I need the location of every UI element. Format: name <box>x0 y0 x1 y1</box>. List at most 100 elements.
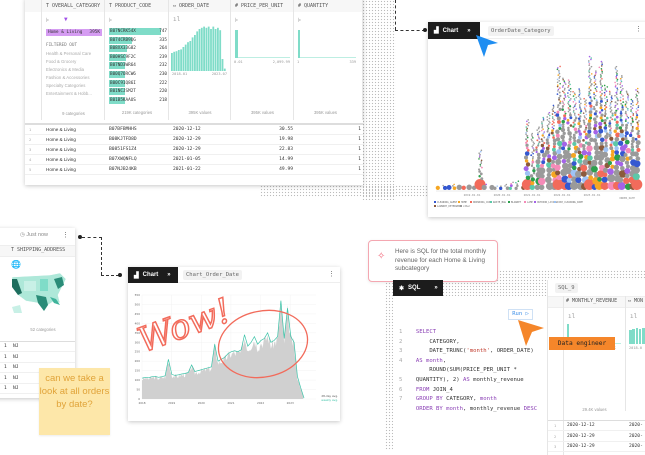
run-button[interactable]: Run ▷ <box>508 309 533 320</box>
table-row[interactable]: 1 NJ <box>0 342 75 352</box>
bubble-mark <box>479 172 483 176</box>
filtered-category[interactable]: Specialty Categories <box>46 83 86 88</box>
legend-item[interactable]: HOME <box>458 201 467 204</box>
table-row[interactable]: 2 2020-12-29 2020- <box>548 432 645 442</box>
bubble-mark <box>541 122 543 125</box>
product-bar[interactable]: B01B5KAAUS 218 <box>109 96 167 104</box>
table-row[interactable]: 4 Home & Living B07XWQNFLQ 2021-01-05 14.99 1 <box>25 155 363 165</box>
sort-icon[interactable]: ⊧ <box>235 17 239 24</box>
legend-item[interactable]: BLANKET <box>508 201 522 204</box>
product-bar[interactable]: B07ND3WR64 232 <box>109 62 167 70</box>
column-header[interactable]: T PRODUCT_CODE <box>105 0 169 12</box>
table-row[interactable]: 1 NJ <box>0 353 75 363</box>
legend-item[interactable]: LAMP <box>524 201 533 204</box>
table-cell: 19.98 <box>279 137 293 142</box>
bubble-mark <box>573 119 577 122</box>
product-bar[interactable]: B00HSC9F2C 239 <box>109 53 167 61</box>
product-bar[interactable]: B08XX33G82 264 <box>109 45 167 53</box>
sort-icon[interactable]: ⊧ <box>298 17 302 24</box>
legend-item[interactable]: OUTDOOR_LIVING <box>534 201 558 204</box>
legend-item[interactable]: other <box>460 205 471 208</box>
product-bar[interactable]: B074CRB9QG 335 <box>109 36 167 44</box>
expand-icon[interactable]: » <box>467 27 471 34</box>
product-bar[interactable]: B01NCJSM2T 220 <box>109 88 167 96</box>
bubble-mark <box>567 110 570 113</box>
more-icon[interactable]: ⋮ <box>635 25 642 33</box>
column-header[interactable]: ▭ MON <box>628 298 644 304</box>
chart-tab[interactable]: ▟ Chart» <box>428 22 480 39</box>
bubble-mark <box>591 165 598 173</box>
bubble-mark <box>536 152 541 157</box>
table-row[interactable]: 1 NJ <box>0 374 75 384</box>
filtered-category[interactable]: Health & Personal Care <box>46 51 92 56</box>
product-bar[interactable]: B00C91Q86I 222 <box>109 79 167 87</box>
legend-item[interactable]: DISH_CLEANING_WIPE <box>554 201 583 204</box>
bubble-mark <box>532 152 534 155</box>
selected-category[interactable]: Home & Living 395K <box>46 29 102 36</box>
bubble-mark <box>479 153 481 156</box>
column-header[interactable]: T SHIPPING_ADDRESS <box>11 247 66 253</box>
chart-tab[interactable]: ▟ Chart» <box>128 267 178 283</box>
filtered-category[interactable]: Electronics & Media <box>46 67 84 72</box>
bubble-mark <box>560 134 565 140</box>
bubble-mark <box>569 83 571 86</box>
column-header[interactable]: # MONTHLY_REVENUE <box>566 298 618 304</box>
bubble-mark <box>600 94 602 97</box>
table-cell: Home & Living <box>46 147 76 152</box>
bubble-mark <box>607 168 614 175</box>
chart-name[interactable]: Chart_Order_Date <box>183 270 242 280</box>
bubble-mark <box>529 174 534 178</box>
bubble-mark <box>593 84 596 87</box>
product-bar[interactable]: B07NCRK54X 747 <box>109 28 167 35</box>
bubble-mark <box>594 142 599 146</box>
sticky-note[interactable]: can we take a look at all orders by date… <box>39 368 110 435</box>
legend-item[interactable]: LAUNDRY_DETERGENT <box>434 205 462 208</box>
column-header[interactable]: ▭ ORDER_DATE <box>169 0 231 12</box>
bubble-mark <box>538 136 540 139</box>
bubble-mark <box>590 98 592 100</box>
bubble-mark <box>635 93 638 96</box>
table-row[interactable]: 1 2020-12-12 2020- <box>548 421 645 431</box>
filtered-category[interactable]: Food & Grocery <box>46 59 77 64</box>
bubble-mark <box>614 85 617 88</box>
bubble-mark <box>610 99 612 101</box>
sql-tab[interactable]: ✱ SQL» <box>393 280 443 296</box>
bubble-mark <box>615 96 618 98</box>
table-row[interactable]: 5 Home & Living B07NJB24KB 2021-01-22 49.99 1 <box>25 165 363 175</box>
product-bar[interactable]: B00Q7ORCW6 230 <box>109 71 167 78</box>
filtered-category[interactable]: Fashion & Accessories <box>46 75 90 80</box>
column-header[interactable]: # PRICE_PER_UNIT <box>231 0 294 12</box>
sql-editor[interactable]: 1 SELECT 2 CATEGORY, 3 DATE_TRUNC('month… <box>399 329 538 412</box>
histogram-bar <box>177 50 180 71</box>
column-header[interactable]: # QUANTITY <box>294 0 363 12</box>
table-row[interactable]: 1 NJ <box>0 384 75 394</box>
bubble-mark <box>600 60 603 63</box>
chart-name[interactable]: OrderDate_Category <box>488 26 554 36</box>
histogram-bar <box>221 59 224 71</box>
bubble-mark <box>595 99 598 102</box>
table-row[interactable]: 3 2020-12-29 2020- <box>548 442 645 452</box>
legend-item[interactable]: DRINKING_CUP <box>470 201 491 204</box>
result-name[interactable]: SQL_9 <box>555 283 578 293</box>
table-row[interactable]: 1 NJ <box>0 363 75 373</box>
expand-icon[interactable]: » <box>167 272 171 278</box>
table-row[interactable]: 3 Home & Living B0851FS1Z4 2020-12-29 22.83 1 <box>25 145 363 155</box>
table-row[interactable]: 1 Home & Living B07BFBMHHS 2020-12-12 30.55 1 <box>25 125 363 135</box>
bubble-mark <box>586 133 592 138</box>
expand-icon[interactable]: » <box>434 285 438 291</box>
table-cell: 2 <box>554 433 557 439</box>
legend-item[interactable]: CLEANING_AGENT <box>434 201 458 204</box>
more-icon[interactable]: ⋮ <box>62 231 69 239</box>
more-icon[interactable]: ⋮ <box>328 270 335 278</box>
table-row[interactable]: 2 Home & Living B08KJTFD8D 2020-12-29 19.98 1 <box>25 135 363 145</box>
bubble-mark <box>567 128 570 132</box>
filter-icon[interactable]: ▼ <box>64 16 68 23</box>
legend-item[interactable]: WASTE_BAG <box>490 201 507 204</box>
sort-icon[interactable]: ⊧ <box>109 17 113 24</box>
sort-icon[interactable]: ⊧ <box>46 17 50 24</box>
bubble-mark <box>616 103 619 105</box>
row-number-header <box>25 0 42 12</box>
bubble-mark <box>546 135 550 139</box>
filtered-category[interactable]: Entertainment & Hobb... <box>46 91 92 96</box>
column-header[interactable]: T OVERALL_CATEGORY <box>42 0 105 12</box>
